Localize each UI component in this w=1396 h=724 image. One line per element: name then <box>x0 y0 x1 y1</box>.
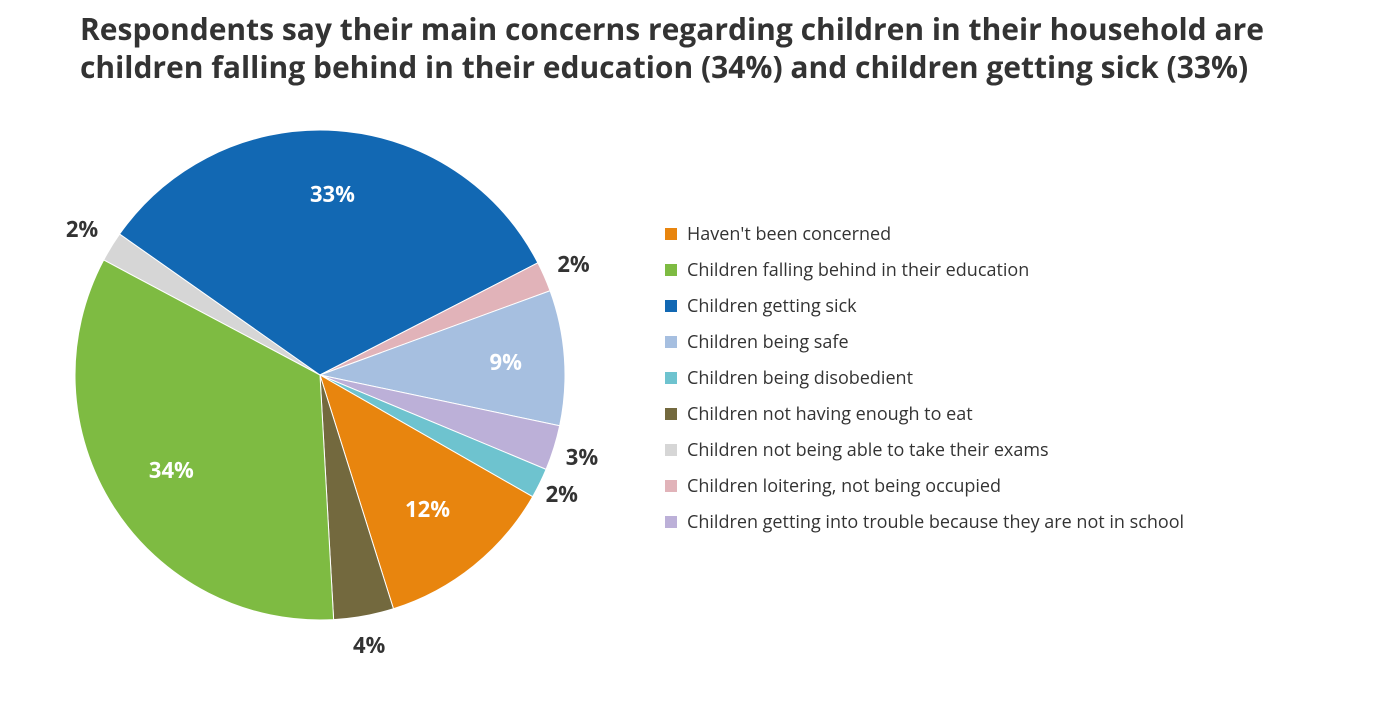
legend-label: Children getting into trouble because th… <box>687 510 1184 534</box>
legend-item-not_concerned: Haven't been concerned <box>665 222 1184 246</box>
legend-label: Children falling behind in their educati… <box>687 258 1029 282</box>
pie-chart: 2%33%2%9%3%2%12%4%34% <box>20 105 625 650</box>
legend-item-trouble_not_school: Children getting into trouble because th… <box>665 510 1184 534</box>
legend-label: Children not having enough to eat <box>687 402 973 426</box>
legend-label: Children being safe <box>687 330 849 354</box>
legend-swatch <box>665 372 677 384</box>
legend-swatch <box>665 408 677 420</box>
legend-swatch <box>665 336 677 348</box>
chart-legend: Haven't been concerned Children falling b… <box>665 222 1184 534</box>
chart-body: 2%33%2%9%3%2%12%4%34% Haven't been conce… <box>20 105 1376 650</box>
legend-swatch <box>665 516 677 528</box>
legend-swatch <box>665 480 677 492</box>
legend-label: Children not being able to take their ex… <box>687 438 1049 462</box>
legend-label: Children being disobedient <box>687 366 913 390</box>
legend-label: Haven't been concerned <box>687 222 891 246</box>
legend-item-falling_behind: Children falling behind in their educati… <box>665 258 1184 282</box>
legend-swatch <box>665 264 677 276</box>
legend-item-not_enough_eat: Children not having enough to eat <box>665 402 1184 426</box>
chart-title: Respondents say their main concerns rega… <box>20 10 1376 85</box>
legend-item-being_safe: Children being safe <box>665 330 1184 354</box>
legend-item-getting_sick: Children getting sick <box>665 294 1184 318</box>
legend-item-loitering: Children loitering, not being occupied <box>665 474 1184 498</box>
legend-label: Children getting sick <box>687 294 857 318</box>
legend-item-disobedient: Children being disobedient <box>665 366 1184 390</box>
chart-container: Respondents say their main concerns rega… <box>20 10 1376 650</box>
legend-swatch <box>665 300 677 312</box>
legend-swatch <box>665 444 677 456</box>
legend-item-exams: Children not being able to take their ex… <box>665 438 1184 462</box>
legend-swatch <box>665 228 677 240</box>
legend-label: Children loitering, not being occupied <box>687 474 1001 498</box>
